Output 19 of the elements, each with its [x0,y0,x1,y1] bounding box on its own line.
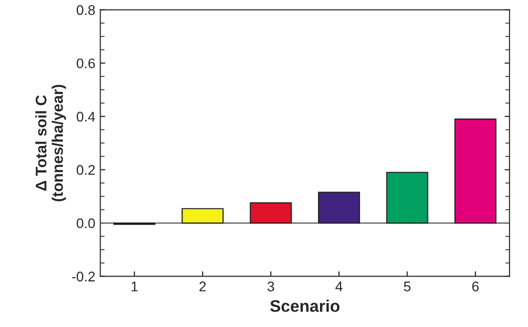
y-axis-title: Δ Total soil C (tonnes/ha/year) [35,84,66,202]
x-tick-label: 2 [199,282,206,292]
x-tick-label: 3 [267,282,274,292]
y-tick-label: 0.2 [76,165,95,175]
x-tick-label: 6 [472,282,479,292]
y-tick-label: 0.4 [76,112,96,122]
y-tick-label: -0.2 [72,272,95,282]
bar [454,118,496,224]
x-tick-label: 4 [335,282,342,292]
bar [318,192,360,224]
y-tick-label: 0.0 [76,218,95,228]
bar [250,202,292,224]
y-tick-label: 0.8 [76,5,95,15]
x-tick-label: 1 [132,282,138,292]
y-tick-label: 0.6 [76,58,95,68]
bar [182,208,224,224]
x-axis-title: Scenario [270,300,340,312]
x-tick-label: 5 [404,282,410,292]
bar [386,172,428,224]
